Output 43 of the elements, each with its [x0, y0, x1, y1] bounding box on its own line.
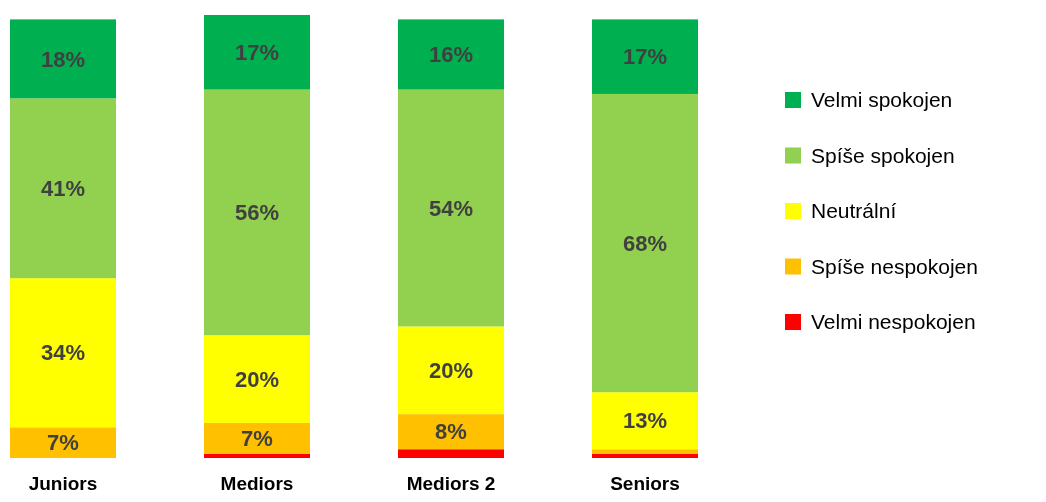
data-label: 34%: [40, 340, 86, 366]
bar: [10, 98, 116, 279]
data-label: 7%: [241, 425, 273, 451]
bar: [592, 453, 698, 458]
data-label: 20%: [234, 366, 280, 392]
bar: [204, 422, 310, 454]
data-label: 20%: [428, 357, 474, 383]
x-tick-label: Seniors: [610, 473, 680, 494]
bar: [204, 453, 310, 458]
bar: [398, 414, 504, 450]
legend-label: Velmi nespokojen: [811, 310, 976, 334]
legend-label: Spíše spokojen: [811, 143, 955, 167]
bar: [592, 449, 698, 454]
data-label: 54%: [428, 195, 474, 221]
data-label: 16%: [428, 42, 474, 68]
bar: [592, 392, 698, 450]
data-label: 18%: [40, 46, 86, 72]
bar: [10, 427, 116, 458]
bar: [398, 326, 504, 415]
bar: [10, 278, 116, 428]
data-label: 56%: [234, 200, 280, 226]
data-label: 41%: [40, 175, 86, 201]
bar: [592, 93, 698, 393]
data-label: 17%: [622, 44, 668, 70]
bar: [204, 15, 310, 90]
bar: [398, 449, 504, 458]
bar: [592, 19, 698, 94]
bar: [10, 19, 116, 99]
data-label: 13%: [622, 408, 668, 434]
bar: [204, 335, 310, 423]
bar: [398, 89, 504, 327]
data-label: 17%: [234, 39, 280, 65]
data-label: 8%: [435, 419, 467, 445]
x-tick-label: Mediors: [220, 473, 294, 494]
data-label: 68%: [622, 230, 668, 256]
legend-label: Spíše nespokojen: [811, 254, 978, 278]
x-tick-label: Juniors: [28, 473, 98, 494]
legend-label: Velmi spokojen: [811, 88, 953, 112]
bar: [204, 89, 310, 336]
x-tick-label: Mediors 2: [406, 473, 496, 494]
bar: [398, 19, 504, 90]
data-label: 7%: [47, 430, 79, 456]
legend-label: Neutrální: [811, 199, 897, 223]
